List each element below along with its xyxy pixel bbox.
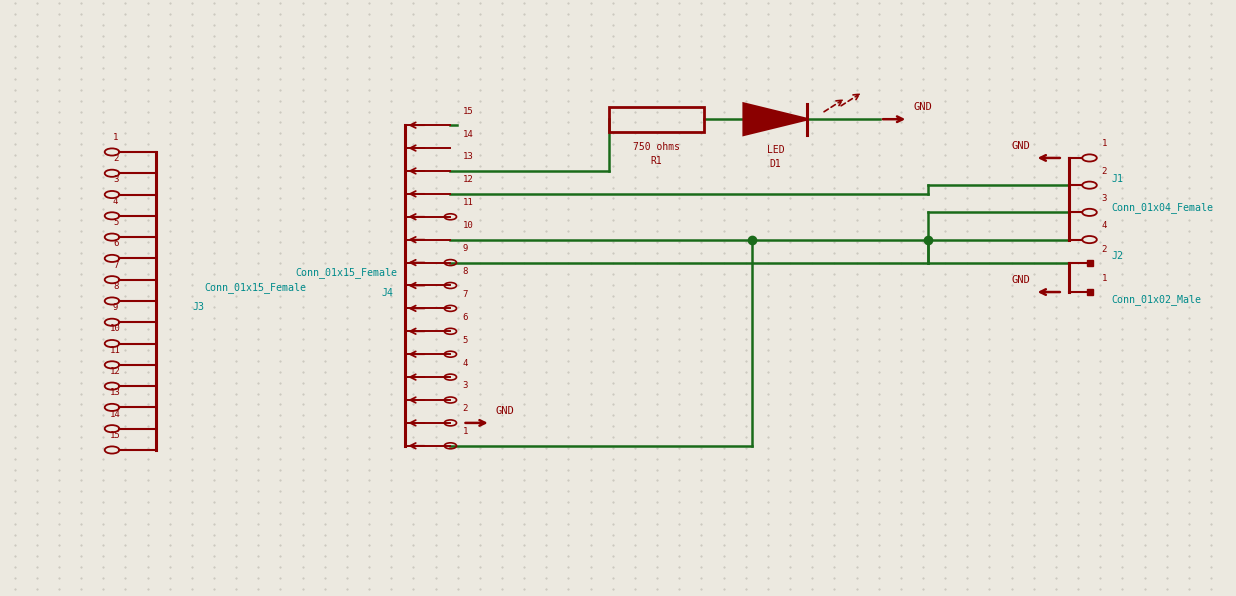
Text: D1: D1 <box>770 159 781 169</box>
Text: 3: 3 <box>462 381 468 390</box>
Text: 14: 14 <box>110 409 121 418</box>
Text: 11: 11 <box>110 346 121 355</box>
Text: 1: 1 <box>1101 139 1107 148</box>
Text: 13: 13 <box>110 388 121 398</box>
Text: 8: 8 <box>112 282 119 291</box>
Text: GND: GND <box>496 406 514 416</box>
Text: J1: J1 <box>1111 174 1124 184</box>
Text: 10: 10 <box>462 221 473 230</box>
Text: 9: 9 <box>112 303 119 312</box>
Text: 8: 8 <box>462 267 468 276</box>
Text: 12: 12 <box>462 175 473 184</box>
Polygon shape <box>744 104 807 135</box>
Text: Conn_01x04_Female: Conn_01x04_Female <box>1111 202 1214 213</box>
Text: 11: 11 <box>462 198 473 207</box>
Text: LED: LED <box>766 145 785 156</box>
Text: 5: 5 <box>462 336 468 344</box>
Text: 4: 4 <box>1101 221 1107 230</box>
Text: R1: R1 <box>650 156 662 166</box>
Text: 1: 1 <box>462 427 468 436</box>
Text: 7: 7 <box>462 290 468 299</box>
Text: J3: J3 <box>193 302 204 312</box>
Bar <box>608 107 703 132</box>
Text: 3: 3 <box>112 175 119 184</box>
Text: GND: GND <box>1011 141 1030 151</box>
Text: 10: 10 <box>110 324 121 333</box>
Text: 4: 4 <box>112 197 119 206</box>
Text: 14: 14 <box>462 129 473 138</box>
Text: 12: 12 <box>110 367 121 376</box>
Text: 7: 7 <box>112 260 119 269</box>
Text: 6: 6 <box>462 313 468 322</box>
Text: 2: 2 <box>112 154 119 163</box>
Text: 750 ohms: 750 ohms <box>633 142 680 153</box>
Text: GND: GND <box>1011 275 1030 285</box>
Text: J4: J4 <box>381 288 393 297</box>
Text: 9: 9 <box>462 244 468 253</box>
Text: J2: J2 <box>1111 252 1124 261</box>
Text: Conn_01x15_Female: Conn_01x15_Female <box>295 267 398 278</box>
Text: 1: 1 <box>112 133 119 142</box>
Text: 1: 1 <box>1101 274 1107 283</box>
Text: Conn_01x02_Male: Conn_01x02_Male <box>1111 294 1201 305</box>
Text: GND: GND <box>913 102 932 112</box>
Text: 2: 2 <box>1101 167 1107 176</box>
Text: 15: 15 <box>110 431 121 440</box>
Text: 2: 2 <box>1101 245 1107 254</box>
Text: 15: 15 <box>462 107 473 116</box>
Text: 6: 6 <box>112 239 119 249</box>
Text: 4: 4 <box>462 359 468 368</box>
Text: 3: 3 <box>1101 194 1107 203</box>
Text: 5: 5 <box>112 218 119 227</box>
Text: 2: 2 <box>462 404 468 414</box>
Text: 13: 13 <box>462 153 473 162</box>
Text: Conn_01x15_Female: Conn_01x15_Female <box>204 283 307 293</box>
